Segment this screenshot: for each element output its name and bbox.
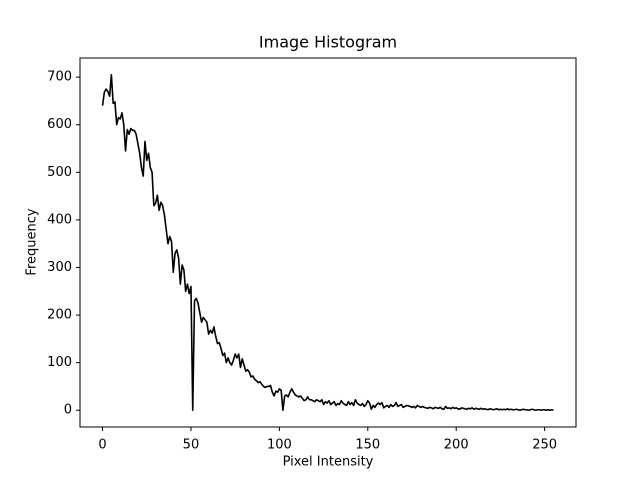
y-axis-label: Frequency <box>25 208 40 275</box>
x-tick-label: 150 <box>355 438 380 453</box>
x-tick-label: 50 <box>183 438 200 453</box>
chart-title: Image Histogram <box>259 33 397 52</box>
y-tick-label: 500 <box>47 165 72 180</box>
y-tick-label: 200 <box>47 308 72 323</box>
line-series <box>101 73 554 412</box>
y-tick-label: 100 <box>47 355 72 370</box>
y-tick-label: 300 <box>47 260 72 275</box>
y-tick-label: 600 <box>47 117 72 132</box>
x-axis-label: Pixel Intensity <box>283 455 374 470</box>
x-tick-label: 100 <box>267 438 292 453</box>
y-tick-label: 700 <box>47 70 72 85</box>
x-tick-label: 200 <box>444 438 469 453</box>
y-tick-label: 0 <box>64 403 72 418</box>
x-tick-label: 0 <box>98 438 106 453</box>
plot-frame <box>79 57 577 428</box>
y-tick-label: 400 <box>47 212 72 227</box>
x-tick-label: 250 <box>532 438 557 453</box>
